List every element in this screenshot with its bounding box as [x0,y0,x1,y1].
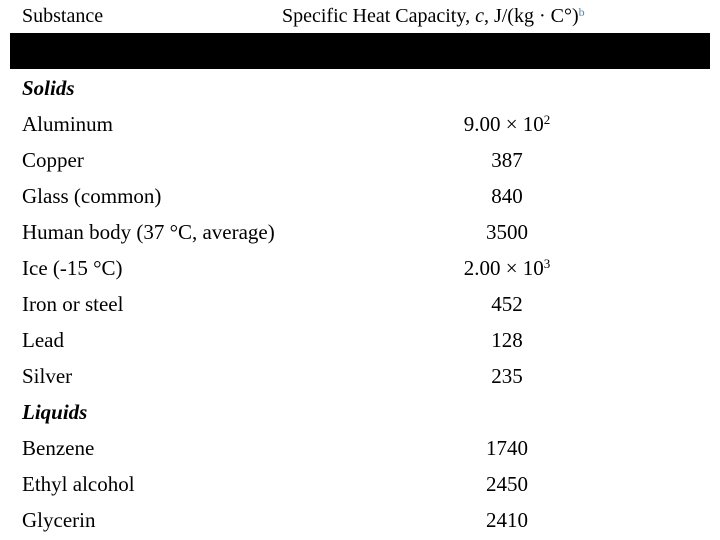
capacity-number: 2410 [486,508,528,532]
substance-name: Benzene [22,436,95,460]
capacity-number: 3500 [486,220,528,244]
substance-name: Glycerin [22,508,96,532]
capacity-number: 1740 [486,436,528,460]
capacity-number: 2.00 × 10 [463,256,544,280]
capacity-value: 3500 [407,220,607,244]
capacity-number: 128 [491,328,523,352]
capacity-value: 1740 [407,436,607,460]
capacity-value: 2410 [407,508,607,532]
substance-name: Ethyl alcohol [22,472,135,496]
header-capacity: Specific Heat Capacity, c, J/(kg · C°)b [282,4,585,28]
capacity-value: 452 [407,292,607,316]
capacity-number: 840 [491,184,523,208]
capacity-number: 387 [491,148,523,172]
capacity-value: 840 [407,184,607,208]
capacity-exponent: 2 [543,112,551,127]
substance-name: Silver [22,364,73,388]
substance-name: Aluminum [22,112,114,136]
substance-name: Iron or steel [22,292,124,316]
capacity-value: 9.00 × 102 [407,112,607,136]
section-title: Liquids [22,400,88,424]
capacity-value: 2.00 × 103 [407,256,607,280]
header-capacity-symbol: c [475,5,484,27]
capacity-exponent: 3 [543,256,551,271]
header-substance: Substance [22,5,104,27]
substance-name: Lead [22,328,64,352]
header-note: b [578,5,585,19]
capacity-value: 387 [407,148,607,172]
substance-name: Glass (common) [22,184,162,208]
capacity-number: 235 [491,364,523,388]
capacity-value: 128 [407,328,607,352]
section-title: Solids [22,76,75,100]
capacity-value: 235 [407,364,607,388]
capacity-number: 452 [491,292,523,316]
capacity-number: 2450 [486,472,528,496]
header-capacity-unit: , J/(kg · C°) [483,5,579,27]
capacity-number: 9.00 × 10 [463,112,544,136]
capacity-value: 2450 [407,472,607,496]
substance-name: Human body (37 °C, average) [22,220,275,244]
substance-name: Ice (-15 °C) [22,256,123,280]
substance-name: Copper [22,148,84,172]
header-capacity-prefix: Specific Heat Capacity, [282,5,476,27]
header-bar [10,33,710,69]
